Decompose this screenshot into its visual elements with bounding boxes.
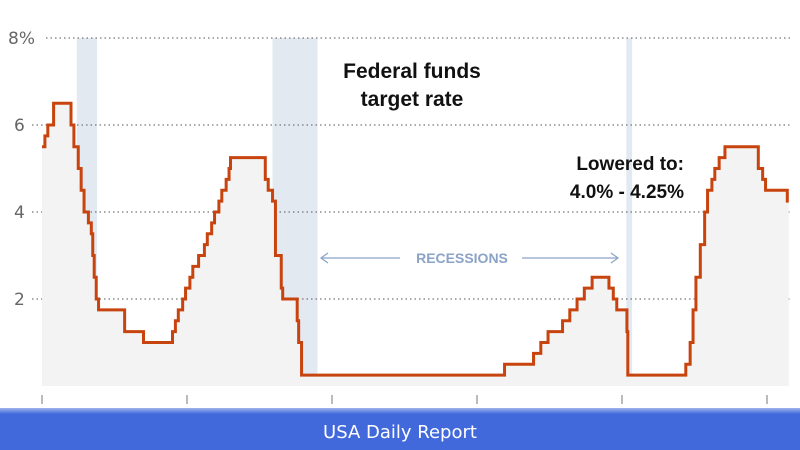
y-tick-label: 2: [14, 290, 25, 310]
y-tick-label: 8%: [8, 29, 35, 49]
annotation-line1: Lowered to:: [576, 154, 684, 175]
footer-label: USA Daily Report: [323, 422, 477, 443]
footer-banner: USA Daily Report: [0, 408, 800, 450]
annotation-line2: 4.0% - 4.25%: [570, 182, 684, 203]
chart-title-line2: target rate: [361, 88, 464, 111]
recession-band: [626, 38, 633, 386]
chart-title-line1: Federal funds: [343, 60, 481, 83]
rate-area-fill: [42, 103, 789, 386]
arrowhead-right-icon: [610, 252, 620, 264]
arrowhead-left-icon: [319, 252, 329, 264]
gridlines: 8% 6 4 2: [8, 29, 790, 310]
y-tick-label: 6: [14, 116, 25, 136]
rate-line: [42, 101, 789, 377]
y-tick-label: 4: [14, 203, 25, 223]
recessions-label: RECESSIONS: [319, 250, 620, 266]
recessions-text: RECESSIONS: [416, 250, 508, 266]
